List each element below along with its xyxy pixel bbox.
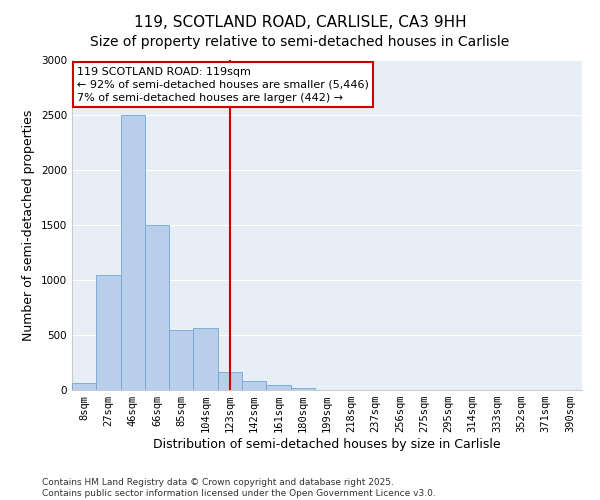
Text: Contains HM Land Registry data © Crown copyright and database right 2025.
Contai: Contains HM Land Registry data © Crown c… (42, 478, 436, 498)
Bar (266, 384, 290, 390)
Bar (193, 328, 218, 390)
Y-axis label: Number of semi-detached properties: Number of semi-detached properties (22, 110, 35, 340)
Bar (218, 372, 242, 390)
Bar (145, 225, 169, 390)
Bar (121, 115, 145, 390)
X-axis label: Distribution of semi-detached houses by size in Carlisle: Distribution of semi-detached houses by … (153, 438, 501, 451)
Bar (96, 274, 121, 390)
Text: 119 SCOTLAND ROAD: 119sqm
← 92% of semi-detached houses are smaller (5,446)
7% o: 119 SCOTLAND ROAD: 119sqm ← 92% of semi-… (77, 66, 369, 103)
Bar (290, 388, 315, 390)
Bar (242, 381, 266, 390)
Text: 119, SCOTLAND ROAD, CARLISLE, CA3 9HH: 119, SCOTLAND ROAD, CARLISLE, CA3 9HH (134, 15, 466, 30)
Text: Size of property relative to semi-detached houses in Carlisle: Size of property relative to semi-detach… (91, 35, 509, 49)
Bar (72, 384, 96, 390)
Bar (169, 330, 193, 390)
